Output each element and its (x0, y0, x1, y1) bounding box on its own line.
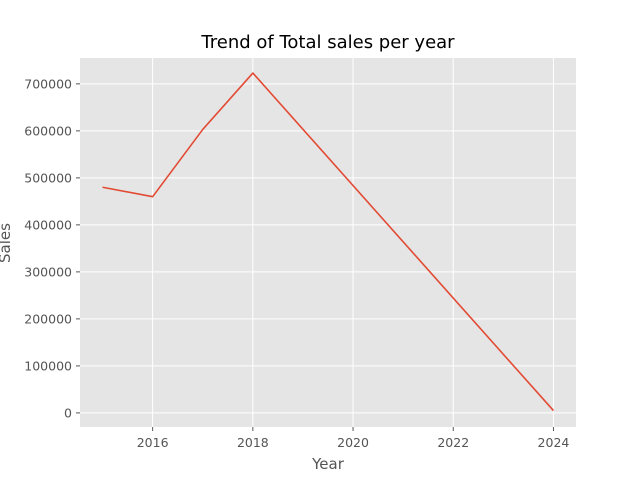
x-tick-label: 2016 (137, 435, 169, 450)
x-tick-label: 2022 (437, 435, 469, 450)
y-tick-label: 200000 (24, 311, 72, 326)
y-axis-label: Sales (0, 223, 14, 263)
y-tick-label: 100000 (24, 358, 72, 373)
x-tick-label: 2018 (237, 435, 269, 450)
chart-title: Trend of Total sales per year (200, 32, 455, 53)
series-line (102, 72, 555, 412)
x-tick-label: 2020 (337, 435, 369, 450)
grid (80, 58, 576, 427)
plot-area (80, 58, 576, 427)
y-tick-label: 0 (64, 405, 72, 420)
y-tick-label: 500000 (24, 170, 72, 185)
ticks: 2016 2018 2020 2022 2024 0 100000 200000 300000 4… (24, 76, 569, 450)
y-tick-label: 300000 (24, 264, 72, 279)
y-tick-label: 600000 (24, 123, 72, 138)
x-axis-label: Year (311, 455, 345, 473)
series-group (102, 72, 555, 412)
y-tick-label: 700000 (24, 76, 72, 91)
x-tick-label: 2024 (538, 435, 570, 450)
y-tick-label: 400000 (24, 217, 72, 232)
